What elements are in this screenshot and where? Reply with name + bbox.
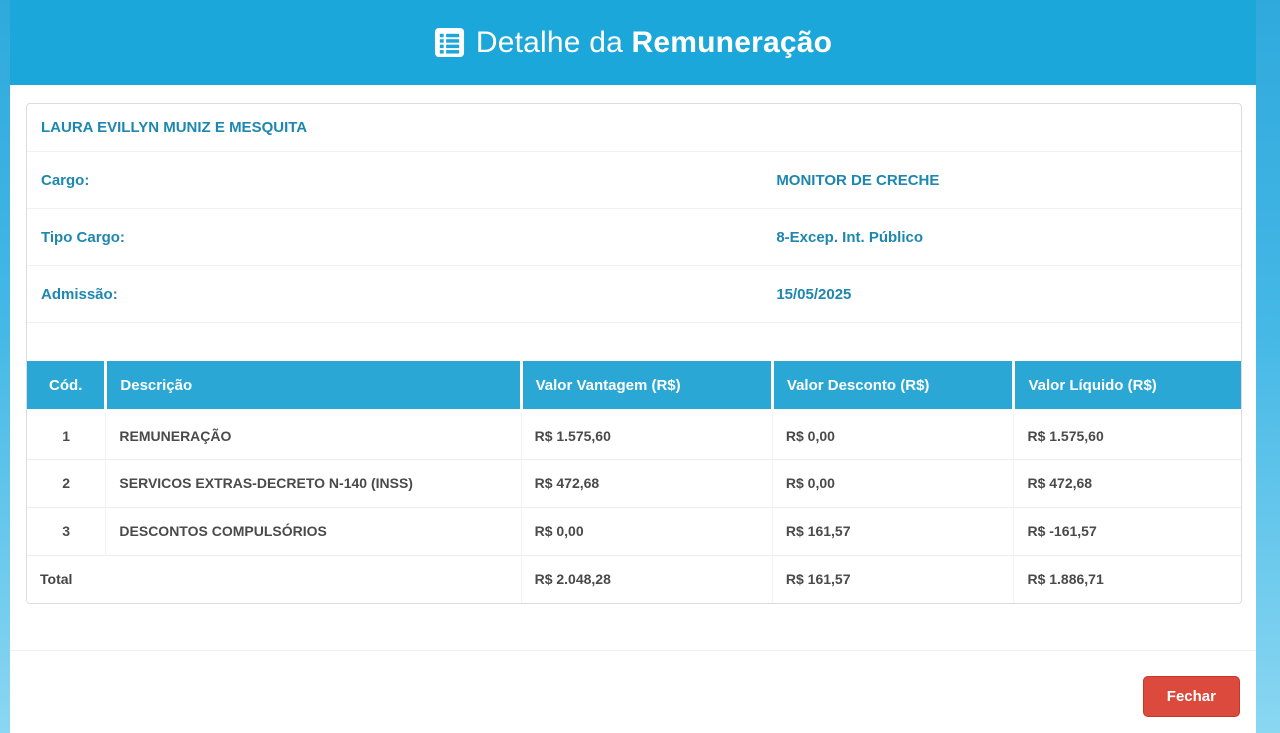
admissao-row: Admissão: 15/05/2025 [27, 266, 1241, 323]
cell-vantagem: R$ 472,68 [520, 458, 773, 507]
cargo-row: Cargo: MONITOR DE CRECHE [27, 152, 1241, 209]
cell-cod: 2 [27, 458, 106, 507]
table-total-row: Total R$ 2.048,28 R$ 161,57 R$ 1.886,71 [27, 554, 1241, 603]
cell-liquido: R$ -161,57 [1013, 506, 1241, 555]
tipo-cargo-value: 8-Excep. Int. Público [776, 228, 924, 246]
admissao-label: Admissão: [41, 285, 118, 303]
remuneration-table: Cód. Descrição Valor Vantagem (R$) Valor… [27, 361, 1241, 603]
employee-panel: LAURA EVILLYN MUNIZ E MESQUITA Cargo: MO… [26, 103, 1242, 604]
total-label: Total [27, 554, 522, 603]
total-vantagem: R$ 2.048,28 [520, 554, 773, 603]
employee-name: LAURA EVILLYN MUNIZ E MESQUITA [41, 119, 308, 136]
tipo-cargo-label: Tipo Cargo: [41, 228, 125, 246]
table-row: 1 REMUNERAÇÃO R$ 1.575,60 R$ 0,00 R$ 1.5… [27, 411, 1241, 459]
cell-vantagem: R$ 0,00 [520, 506, 773, 555]
table-row: 2 SERVICOS EXTRAS-DECRETO N-140 (INSS) R… [27, 458, 1241, 507]
cargo-label: Cargo: [41, 171, 90, 189]
cell-liquido: R$ 472,68 [1013, 458, 1241, 507]
cell-descricao: SERVICOS EXTRAS-DECRETO N-140 (INSS) [105, 458, 522, 507]
col-header-valor-desconto: Valor Desconto (R$) [770, 361, 1014, 413]
col-header-cod: Cód. [27, 361, 106, 413]
tipo-cargo-row: Tipo Cargo: 8-Excep. Int. Público [27, 209, 1241, 266]
total-desconto: R$ 161,57 [771, 554, 1014, 603]
employee-name-row: LAURA EVILLYN MUNIZ E MESQUITA [27, 104, 1241, 152]
table-row: 3 DESCONTOS COMPULSÓRIOS R$ 0,00 R$ 161,… [27, 506, 1241, 555]
remuneration-detail-modal: Detalhe da Remuneração LAURA EVILLYN MUN… [10, 0, 1256, 733]
cell-desconto: R$ 161,57 [771, 506, 1014, 555]
cell-vantagem: R$ 1.575,60 [520, 411, 773, 459]
total-liquido: R$ 1.886,71 [1013, 554, 1241, 603]
cell-cod: 1 [27, 411, 106, 459]
cell-desconto: R$ 0,00 [771, 411, 1014, 459]
list-icon [434, 27, 464, 58]
page-title-text: Detalhe da Remuneração [475, 25, 833, 59]
modal-footer: Fechar [10, 650, 1256, 733]
spacer [27, 323, 1241, 361]
page-title: Detalhe da Remuneração [434, 26, 832, 60]
close-button[interactable]: Fechar [1142, 676, 1240, 717]
admissao-value: 15/05/2025 [776, 285, 852, 303]
cell-desconto: R$ 0,00 [771, 458, 1014, 507]
cell-liquido: R$ 1.575,60 [1013, 411, 1241, 459]
table-header-row: Cód. Descrição Valor Vantagem (R$) Valor… [27, 361, 1241, 413]
col-header-descricao: Descrição [104, 361, 522, 413]
modal-header: Detalhe da Remuneração [10, 0, 1256, 85]
cargo-value: MONITOR DE CRECHE [776, 171, 940, 189]
modal-body: LAURA EVILLYN MUNIZ E MESQUITA Cargo: MO… [10, 85, 1256, 650]
cell-cod: 3 [27, 506, 106, 555]
cell-descricao: REMUNERAÇÃO [105, 411, 522, 459]
cell-descricao: DESCONTOS COMPULSÓRIOS [105, 506, 522, 555]
col-header-valor-vantagem: Valor Vantagem (R$) [519, 361, 773, 413]
col-header-valor-liquido: Valor Líquido (R$) [1012, 361, 1241, 413]
